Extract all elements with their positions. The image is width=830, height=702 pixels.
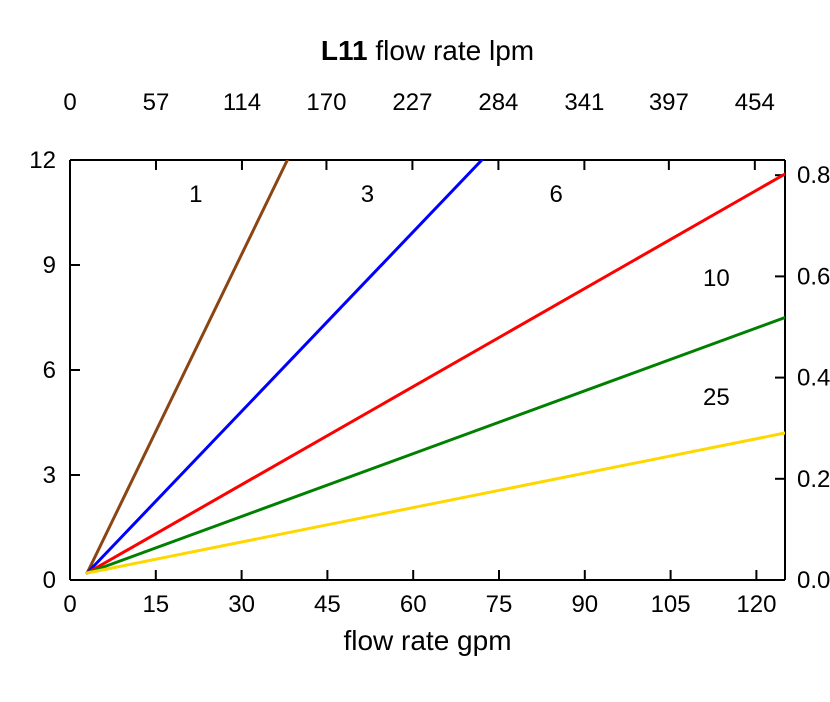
top-tick-label: 284 [478,89,518,116]
chart-title: L11 flow rate lpm [321,35,534,66]
left-tick-label: 0 [43,567,56,594]
bottom-tick-label: 90 [571,591,598,618]
right-tick-label: 0.6 [797,263,830,290]
bottom-tick-label: 0 [63,591,76,618]
top-tick-label: 170 [306,89,346,116]
series-label: 6 [550,181,563,208]
right-tick-label: 0.2 [797,466,830,493]
top-tick-label: 341 [564,89,604,116]
top-tick-label: 227 [392,89,432,116]
top-tick-label: 0 [63,89,76,116]
x-axis-bottom-label: flow rate gpm [343,625,511,656]
series-label: 3 [361,181,374,208]
series-label: 10 [703,265,730,292]
series-label: 25 [703,384,730,411]
chart-container: L11 flow rate lpm 0 57 114 170 227 284 341 397 45… [0,0,830,702]
right-tick-label: 0.8 [797,162,830,189]
top-tick-label: 397 [649,89,689,116]
flow-rate-chart: L11 flow rate lpm 0 57 114 170 227 284 341 397 45… [0,0,830,702]
top-tick-label: 114 [223,89,261,116]
bottom-tick-label: 60 [400,591,427,618]
left-tick-label: 6 [43,357,56,384]
series-label: 1 [189,181,202,208]
bottom-tick-label: 45 [314,591,341,618]
left-tick-label: 12 [29,147,56,174]
bottom-tick-label: 75 [486,591,513,618]
top-tick-label: 57 [143,89,170,116]
bottom-tick-label: 30 [228,591,255,618]
bottom-tick-label: 105 [651,591,691,618]
right-tick-label: 0.0 [797,567,830,594]
left-tick-label: 9 [43,252,56,279]
bottom-tick-label: 120 [736,591,776,618]
top-tick-label: 454 [735,89,775,116]
left-tick-label: 3 [43,462,56,489]
bottom-tick-label: 15 [142,591,169,618]
right-tick-label: 0.4 [797,365,830,392]
